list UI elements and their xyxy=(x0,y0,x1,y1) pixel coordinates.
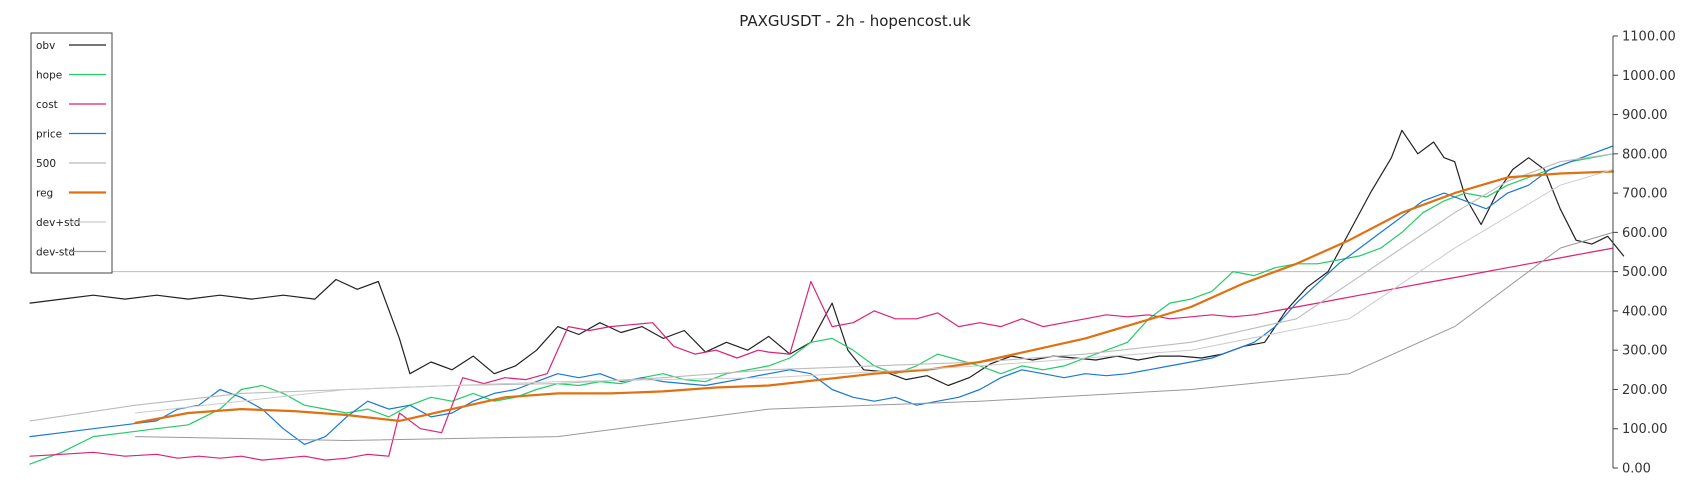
legend-box xyxy=(30,32,113,274)
series-line-dev-std xyxy=(135,231,1614,441)
series-line-cost xyxy=(29,247,1614,461)
y-tick-label: 1000.00 xyxy=(1622,69,1676,84)
y-tick-label: 1100.00 xyxy=(1622,30,1676,45)
legend-entry-label: dev+std xyxy=(36,217,80,229)
y-tick-label: 400.00 xyxy=(1622,304,1668,319)
legend-entry-label: dev-std xyxy=(36,247,75,259)
y-tick-label: 600.00 xyxy=(1622,226,1668,241)
legend-entry-label: cost xyxy=(36,99,58,111)
chart-title: PAXGUSDT - 2h - hopencost.uk xyxy=(739,12,971,30)
series-layer xyxy=(29,129,1625,465)
legend-entry-label: obv xyxy=(36,40,55,52)
series-line-obv xyxy=(29,129,1625,387)
y-tick-label: 900.00 xyxy=(1622,108,1668,123)
y-axis: 0.00 100.00 200.00 300.00 400.00 500.00 600.00… xyxy=(1612,30,1676,477)
y-tick-label: 200.00 xyxy=(1622,383,1668,398)
legend-entry-label: 500 xyxy=(36,158,56,170)
series-line-dev-std xyxy=(135,169,1614,414)
legend-entry-label: reg xyxy=(36,188,53,200)
y-tick-label: 800.00 xyxy=(1622,147,1668,162)
y-tick-label: 500.00 xyxy=(1622,265,1668,280)
y-tick-label: 100.00 xyxy=(1622,422,1668,437)
series-line-price xyxy=(29,145,1614,445)
legend-entry-label: price xyxy=(36,129,62,141)
y-tick-label: 0.00 xyxy=(1622,462,1651,477)
legend: obv hope cost price 500 reg dev+std dev-std xyxy=(30,32,113,274)
legend-entry-label: hope xyxy=(36,70,62,82)
y-tick-label: 700.00 xyxy=(1622,187,1668,202)
series-line-hope xyxy=(29,153,1614,465)
series-line-reg xyxy=(134,170,1615,424)
y-tick-label: 300.00 xyxy=(1622,344,1668,359)
